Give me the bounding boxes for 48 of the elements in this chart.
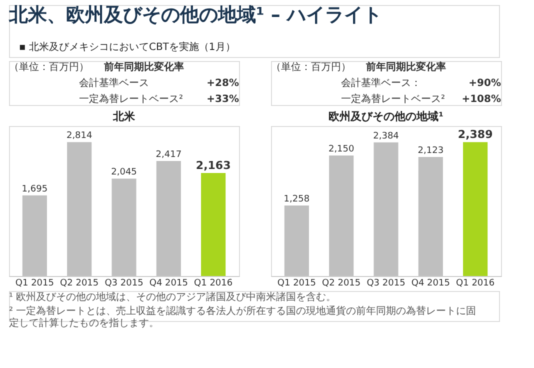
text: （単位：百万円）	[9, 61, 89, 73]
bar	[112, 178, 136, 276]
text: ¹ 欧州及びその他の地域は、その他のアジア諸国及び中南米諸国を含む。	[9, 291, 336, 303]
bar	[418, 156, 443, 276]
x-tick-label: Q1 2016	[194, 278, 233, 288]
x-tick-label: Q2 2015	[60, 278, 99, 288]
chart-title: 北米	[112, 110, 136, 123]
data-label: 2,389	[458, 128, 493, 142]
bar	[201, 173, 226, 276]
text: ² 一定為替レートとは、売上収益を認識する各法人が所在する国の現地通貨の前年同期の為替レートに固定して計算したものを指します。	[9, 305, 476, 329]
text: +33%	[206, 94, 239, 105]
text: +108%	[462, 94, 501, 105]
text: 北米、欧州及びその他の地域¹ – ハイライト	[8, 4, 382, 26]
bar	[67, 142, 92, 276]
bar	[374, 142, 398, 276]
x-tick-label: Q1 2015	[277, 278, 316, 288]
text: 会計基準ベース：	[341, 77, 421, 89]
data-label: 2,150	[328, 144, 354, 154]
bar	[463, 142, 488, 276]
x-tick-label: Q4 2015	[149, 278, 188, 288]
text: 会計基準ベース	[79, 77, 149, 89]
text: +90%	[468, 78, 501, 89]
text: 一定為替レートベース²	[341, 93, 446, 105]
bar	[329, 155, 354, 276]
text: ▪ 北米及びメキシコにおいてCBTを実施（1月）	[19, 41, 236, 53]
data-label: 2,384	[373, 131, 400, 142]
x-tick-label: Q3 2015	[104, 278, 144, 288]
x-tick-label: Q1 2015	[15, 278, 54, 288]
data-label: 1,695	[22, 184, 48, 194]
x-tick-label: Q4 2015	[411, 278, 450, 288]
bar	[22, 195, 47, 276]
text: 一定為替レートベース²	[79, 93, 184, 105]
data-label: 2,417	[156, 150, 182, 160]
text: +28%	[206, 78, 239, 89]
text: 前年同期比変化率	[365, 61, 446, 73]
x-tick-label: Q1 2016	[456, 278, 495, 288]
data-label: 2,123	[418, 146, 444, 156]
data-label: 1,258	[284, 194, 310, 204]
chart-title: 欧州及びその他の地域¹	[328, 110, 444, 123]
data-label: 2,163	[196, 159, 231, 172]
text: 前年同期比変化率	[103, 61, 184, 73]
text: （単位：百万円）	[271, 61, 351, 73]
bar	[156, 160, 181, 276]
bar	[284, 205, 309, 276]
data-label: 2,045	[111, 168, 137, 178]
data-label: 2,814	[66, 131, 92, 142]
x-tick-label: Q2 2015	[322, 278, 361, 288]
x-tick-label: Q3 2015	[366, 278, 406, 288]
